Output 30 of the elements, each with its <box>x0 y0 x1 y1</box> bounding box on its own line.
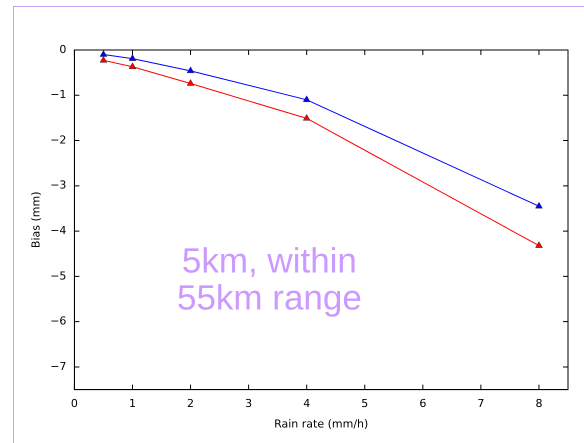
point <box>128 62 136 70</box>
point <box>302 114 310 121</box>
y-tick-label: −2 <box>50 133 66 146</box>
point <box>100 56 108 63</box>
y-axis-title: Bias (mm) <box>29 192 42 248</box>
x-tick-label: 8 <box>535 397 542 410</box>
annotation: 5km, within 55km range <box>176 242 362 318</box>
x-tick-label: 6 <box>419 397 426 410</box>
point <box>100 50 108 57</box>
x-tick-label: 4 <box>303 397 310 410</box>
point <box>186 66 194 74</box>
x-tick-label: 7 <box>477 397 484 410</box>
point <box>128 54 136 61</box>
point <box>535 241 543 248</box>
y-tick-label: 0 <box>59 42 66 56</box>
point <box>186 79 194 86</box>
x-axis-title: Rain rate (mm/h) <box>274 417 368 430</box>
y-tick-label: −5 <box>50 269 66 282</box>
x-tick-label: 2 <box>187 397 194 410</box>
y-tick-label: −1 <box>50 88 66 102</box>
y-tick-label: −7 <box>50 360 66 373</box>
y-tick-label: −6 <box>50 314 66 328</box>
point <box>302 96 310 102</box>
x-tick-label: 0 <box>70 397 78 410</box>
x-tick-label: 5 <box>361 397 368 410</box>
point <box>535 202 543 208</box>
y-tick-label: −3 <box>50 178 66 192</box>
x-tick-label: 3 <box>245 397 252 410</box>
x-tick-label: 1 <box>128 397 136 410</box>
y-tick-label: −4 <box>50 224 66 237</box>
